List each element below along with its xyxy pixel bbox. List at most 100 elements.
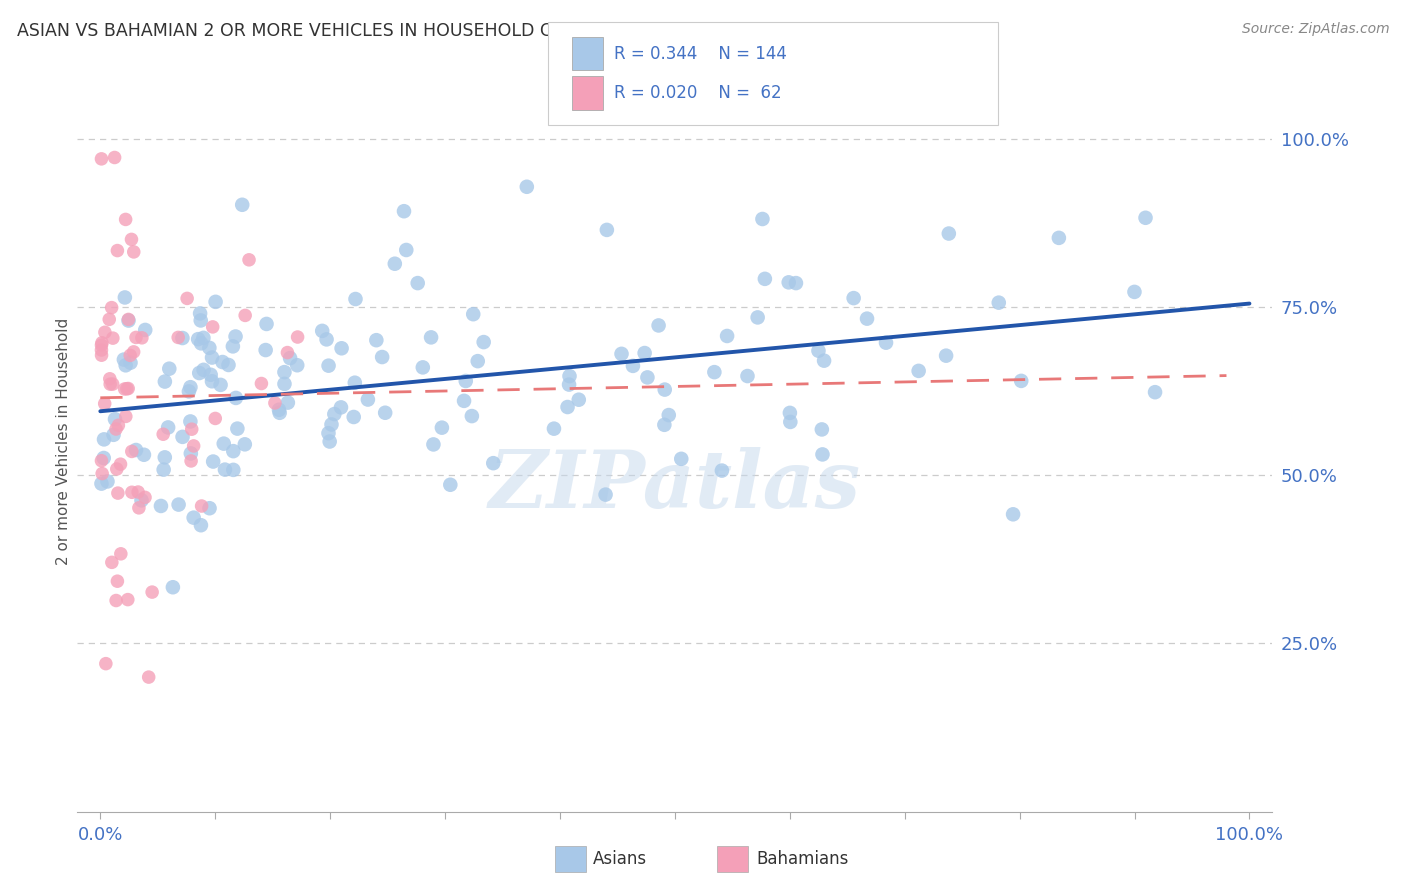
Point [107,418,129,433]
Point [121,444,143,458]
Point [285,358,308,372]
Point [114,290,136,304]
Point [710,464,733,478]
Point [557,400,579,414]
Point [125,442,148,457]
Point [90,476,112,491]
Point [91,335,114,350]
Point [103,427,125,442]
Point [357,392,380,407]
Point [190,499,212,513]
Point [779,406,801,420]
Point [152,427,174,442]
Point [190,518,212,533]
Point [117,312,139,326]
Point [938,227,960,241]
Point [778,276,800,290]
Point [482,456,505,470]
Point [987,295,1010,310]
Point [595,487,617,501]
Point [190,313,212,327]
Point [463,307,485,321]
Point [209,377,232,392]
Point [454,374,477,388]
Point [134,323,156,337]
Point [98,372,121,386]
Point [179,414,201,428]
Text: ZIPatlas: ZIPatlas [489,447,860,524]
Point [153,450,176,465]
Point [461,409,484,423]
Point [104,412,127,426]
Point [1123,285,1146,299]
Point [204,411,226,425]
Point [703,365,725,379]
Point [121,232,143,246]
Point [238,252,260,267]
Point [430,420,453,434]
Point [101,377,124,392]
Text: Source: ZipAtlas.com: Source: ZipAtlas.com [1241,22,1389,37]
Point [198,341,221,355]
Point [330,341,353,355]
Point [114,212,136,227]
Point [93,433,115,447]
Point [935,349,957,363]
Point [101,331,124,345]
Point [90,348,112,362]
Point [167,330,190,344]
Point [114,359,136,373]
Point [94,326,117,340]
Point [856,311,879,326]
Point [188,306,211,320]
Point [406,276,429,290]
Point [278,351,301,365]
Point [807,343,830,358]
Point [104,151,127,165]
Point [105,422,128,436]
Point [875,335,897,350]
Text: Asians: Asians [593,850,647,868]
Point [1135,211,1157,225]
Point [267,402,290,417]
Point [204,294,226,309]
Point [120,348,142,362]
Point [105,574,128,589]
Point [157,420,180,434]
Point [100,301,122,315]
Point [811,447,834,461]
Point [636,370,658,384]
Point [90,338,112,352]
Point [779,415,801,429]
Point [558,369,581,384]
Point [105,593,128,607]
Point [568,392,591,407]
Point [91,467,114,481]
Point [200,368,222,382]
Point [318,426,340,441]
Point [311,324,333,338]
Text: R = 0.020    N =  62: R = 0.020 N = 62 [614,84,782,102]
Point [453,393,475,408]
Point [190,336,212,351]
Point [384,257,406,271]
Point [152,462,174,476]
Point [633,346,655,360]
Point [187,332,209,346]
Point [101,555,124,569]
Point [183,510,205,524]
Point [177,384,200,399]
Point [90,343,112,357]
Point [273,376,295,391]
Point [179,380,201,394]
Point [98,377,121,392]
Point [264,396,287,410]
Point [1047,231,1070,245]
Point [907,364,929,378]
Point [318,359,340,373]
Point [211,355,233,369]
Point [180,422,202,436]
Point [94,657,117,671]
Point [233,437,256,451]
Point [90,453,112,467]
